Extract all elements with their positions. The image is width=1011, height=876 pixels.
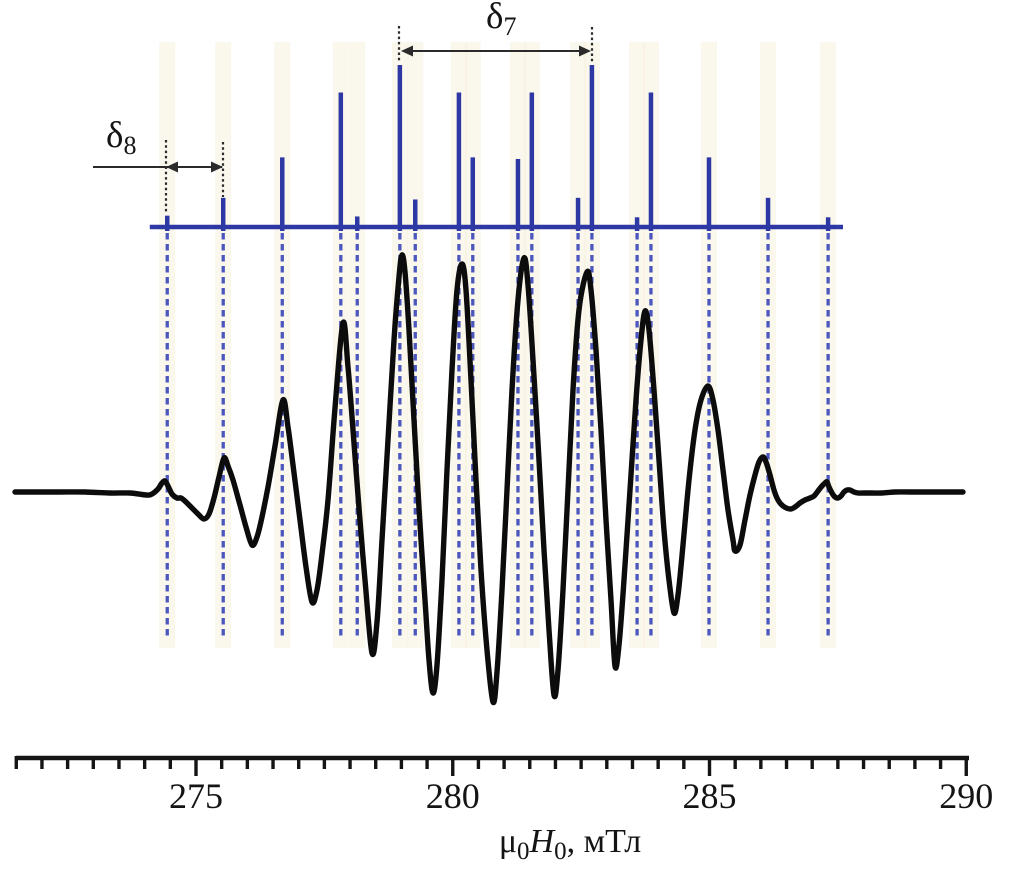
x-tick-label: 275 (169, 776, 223, 816)
delta8-arrowhead-left (166, 161, 178, 173)
delta8-annotation: δ8 (93, 115, 225, 212)
x-tick-label: 285 (683, 776, 737, 816)
delta7-arrowhead-left (401, 45, 413, 57)
guide-dash-layer (165, 233, 830, 640)
delta7-label: δ7 (486, 0, 516, 41)
x-tick-label: 280 (426, 776, 480, 816)
band-layer (159, 42, 837, 648)
delta7-arrowhead-right (579, 45, 591, 57)
stick-spectrum (149, 65, 844, 231)
x-axis: 275 280 285 290 (14, 755, 993, 816)
x-axis-title: μ0H0, мТл (499, 823, 641, 865)
epr-derivative-curve (12, 252, 966, 706)
delta7-annotation: δ7 (397, 0, 594, 63)
delta8-arrowhead-right (211, 161, 223, 173)
delta8-label: δ8 (106, 115, 136, 160)
x-tick-label: 290 (939, 776, 993, 816)
